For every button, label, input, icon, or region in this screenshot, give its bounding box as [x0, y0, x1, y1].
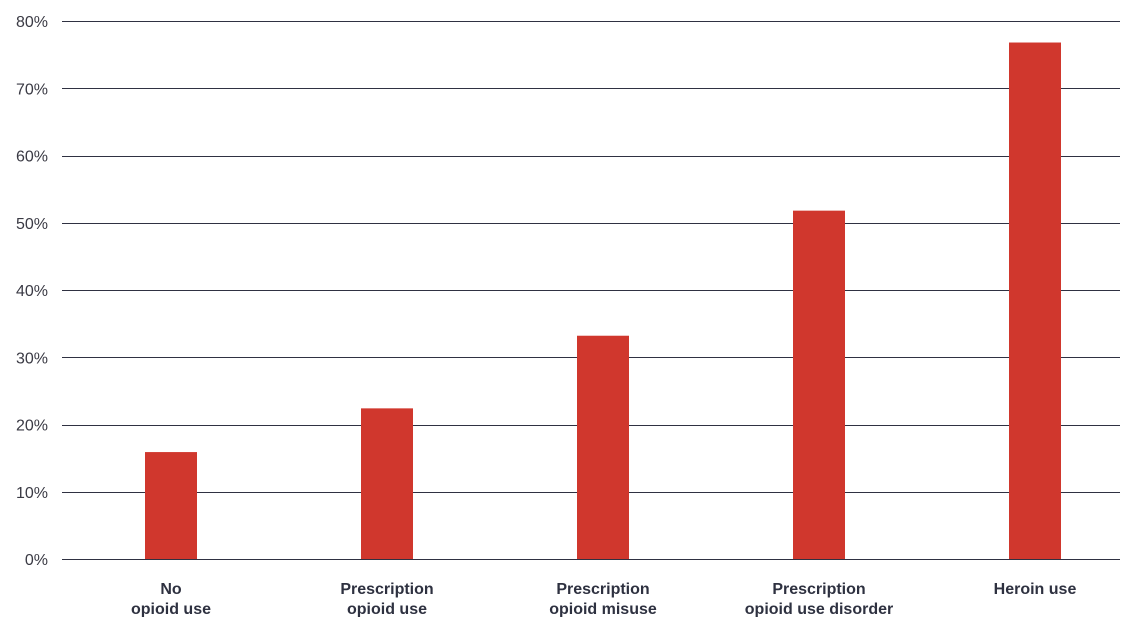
- bar-1: [361, 408, 413, 559]
- category-label-line: opioid use disorder: [745, 601, 893, 617]
- category-label-line: opioid use: [347, 601, 427, 617]
- category-label-line: Prescription: [340, 581, 433, 598]
- category-label-line: opioid misuse: [549, 601, 657, 617]
- category-label-3: Prescription opioid use disorder: [745, 581, 893, 617]
- category-label-line: Prescription: [556, 581, 649, 598]
- y-tick-label: 70%: [16, 81, 48, 98]
- y-tick-label: 0%: [25, 552, 48, 569]
- y-tick-label: 40%: [16, 283, 48, 300]
- y-tick-label: 80%: [16, 14, 48, 31]
- bar-4: [1009, 42, 1061, 559]
- category-label-4: Heroin use: [994, 581, 1077, 598]
- y-axis-tick-labels: 0% 10% 20% 30% 40% 50% 60% 70% 80%: [16, 14, 48, 569]
- grid-lines: [62, 21, 1120, 560]
- bar-2: [577, 335, 629, 559]
- category-label-line: Heroin use: [994, 581, 1077, 598]
- category-label-line: Prescription: [772, 581, 865, 598]
- category-label-0: No opioid use: [131, 581, 211, 617]
- bar-0: [145, 452, 197, 559]
- y-tick-label: 20%: [16, 418, 48, 435]
- y-tick-label: 30%: [16, 350, 48, 367]
- y-tick-label: 60%: [16, 149, 48, 166]
- y-tick-label: 50%: [16, 216, 48, 233]
- category-label-2: Prescription opioid misuse: [549, 581, 657, 617]
- y-tick-label: 10%: [16, 485, 48, 502]
- bar-3: [793, 210, 845, 559]
- bars: [145, 42, 1061, 559]
- category-label-line: opioid use: [131, 601, 211, 617]
- category-label-line: No: [160, 581, 182, 598]
- category-label-1: Prescription opioid use: [340, 581, 433, 617]
